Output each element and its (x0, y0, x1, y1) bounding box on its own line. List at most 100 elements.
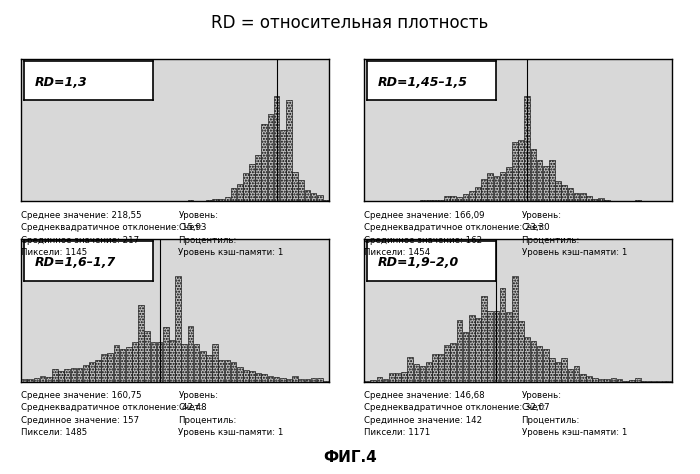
Bar (623, 381, 629, 382)
Bar (304, 190, 310, 201)
Bar (225, 197, 230, 201)
Bar (574, 366, 580, 382)
Bar (95, 360, 101, 382)
Bar (364, 381, 370, 382)
Bar (231, 362, 237, 382)
Bar (487, 311, 493, 382)
Text: Пиксели: 1454: Пиксели: 1454 (364, 248, 430, 257)
Bar (518, 321, 524, 382)
Bar (256, 155, 261, 201)
Bar (561, 358, 567, 382)
Text: Уровень кэш-памяти: 1: Уровень кэш-памяти: 1 (522, 248, 627, 257)
Bar (280, 130, 286, 201)
Bar (102, 355, 107, 382)
Bar (605, 379, 610, 382)
Bar (475, 187, 481, 201)
Bar (139, 305, 144, 382)
Text: Срединное значение: 157: Срединное значение: 157 (21, 416, 139, 425)
Bar (262, 124, 267, 201)
Bar (432, 354, 438, 382)
Bar (463, 332, 468, 382)
Bar (243, 370, 248, 382)
Text: Среднеквадратичное отклонение: 32,07: Среднеквадратичное отклонение: 32,07 (364, 403, 550, 412)
Text: Процентиль:: Процентиль: (178, 416, 237, 425)
Bar (580, 374, 585, 382)
Bar (194, 345, 199, 382)
Bar (456, 320, 462, 382)
Bar (293, 375, 298, 382)
Text: Срединное значение: 142: Срединное значение: 142 (364, 416, 482, 425)
Bar (426, 200, 431, 201)
Bar (370, 380, 376, 382)
Text: Пиксели: 1145: Пиксели: 1145 (21, 248, 88, 257)
Text: ФИГ.4: ФИГ.4 (323, 449, 377, 465)
Bar (531, 341, 536, 382)
Bar (132, 342, 138, 382)
Bar (494, 311, 499, 382)
Bar (126, 347, 132, 382)
Bar (543, 166, 549, 201)
Bar (262, 374, 267, 382)
Bar (256, 374, 261, 382)
Bar (531, 149, 536, 201)
Bar (274, 96, 279, 201)
Bar (225, 360, 230, 382)
Bar (512, 142, 518, 201)
Bar (549, 358, 554, 382)
Bar (549, 160, 554, 201)
Bar (144, 331, 150, 382)
Text: Среднеквадратичное отклонение: 23,30: Среднеквадратичное отклонение: 23,30 (364, 223, 550, 232)
Bar (113, 346, 119, 382)
Bar (231, 189, 237, 201)
Bar (469, 315, 475, 382)
Bar (438, 354, 444, 382)
Bar (175, 276, 181, 382)
Bar (46, 377, 52, 382)
Text: RD = относительная плотность: RD = относительная плотность (211, 14, 489, 32)
Bar (561, 185, 567, 201)
Text: Счет:: Счет: (522, 403, 546, 412)
Text: Уровень кэш-памяти: 1: Уровень кэш-памяти: 1 (522, 428, 627, 437)
Text: Уровень:: Уровень: (522, 391, 561, 400)
Bar (89, 362, 95, 382)
Bar (524, 337, 530, 382)
Bar (451, 196, 456, 201)
Text: Срединное значение: 217: Срединное значение: 217 (21, 236, 139, 245)
Text: Счет:: Счет: (178, 403, 203, 412)
Bar (469, 191, 475, 201)
Text: Уровень:: Уровень: (178, 391, 218, 400)
Bar (311, 378, 316, 382)
Text: Среднеквадратичное отклонение: 42,48: Среднеквадратичное отклонение: 42,48 (21, 403, 206, 412)
Bar (237, 367, 242, 382)
Bar (218, 360, 224, 382)
Bar (475, 318, 481, 382)
Bar (317, 378, 323, 382)
Bar (163, 327, 169, 382)
Bar (377, 377, 382, 382)
Text: Уровень кэш-памяти: 1: Уровень кэш-памяти: 1 (178, 248, 284, 257)
Bar (323, 381, 329, 382)
Bar (27, 379, 33, 382)
Bar (574, 193, 580, 201)
Bar (64, 369, 70, 382)
Bar (58, 371, 64, 382)
Bar (83, 365, 88, 382)
Bar (298, 180, 304, 201)
Text: Среднее значение: 160,75: Среднее значение: 160,75 (21, 391, 141, 400)
Text: Уровень:: Уровень: (522, 211, 561, 220)
Bar (487, 173, 493, 201)
Bar (586, 376, 592, 382)
Bar (494, 176, 499, 201)
Text: Уровень:: Уровень: (178, 211, 218, 220)
Bar (150, 342, 156, 382)
Bar (512, 276, 518, 382)
Text: Срединное значение: 162: Срединное значение: 162 (364, 236, 482, 245)
Bar (506, 167, 512, 201)
Bar (181, 344, 187, 382)
Bar (267, 114, 273, 201)
Bar (317, 195, 323, 201)
Bar (537, 346, 542, 382)
Bar (243, 173, 248, 201)
Bar (389, 373, 395, 382)
Bar (432, 200, 438, 201)
